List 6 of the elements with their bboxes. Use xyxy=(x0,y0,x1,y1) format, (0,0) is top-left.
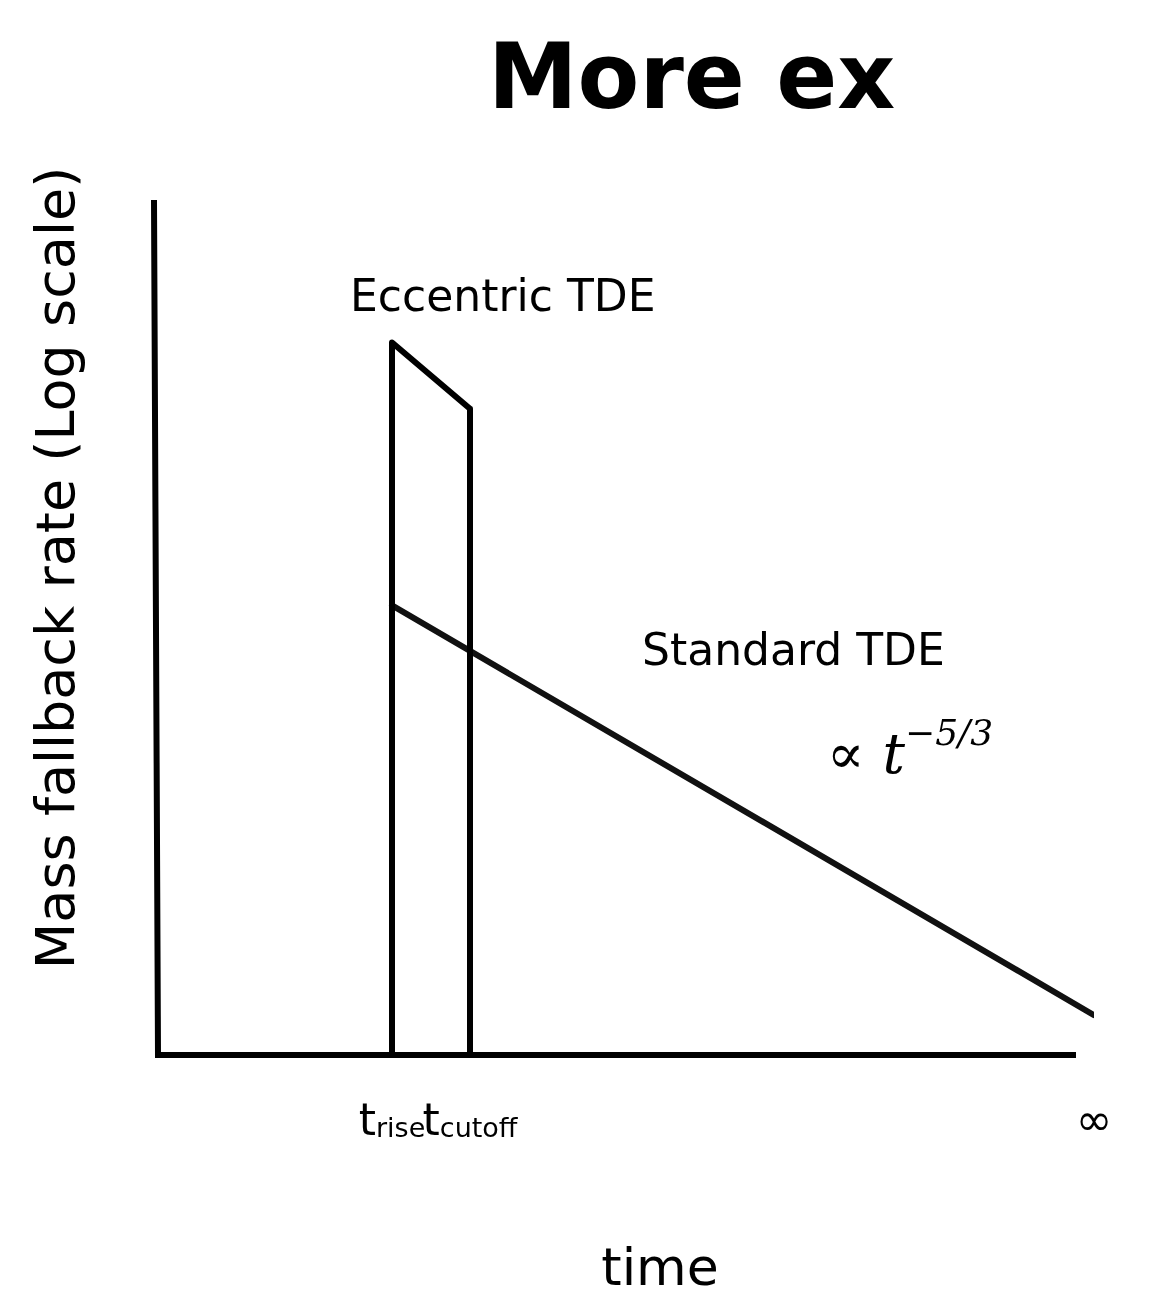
chart-title: More ex xyxy=(488,24,896,129)
series-label: Eccentric TDE xyxy=(350,269,656,321)
series-label: Standard TDE xyxy=(642,624,945,676)
y-axis-title: Mass fallback rate (Log scale) xyxy=(24,166,88,970)
x-tick-label: ∞ xyxy=(1075,1094,1113,1145)
x-axis-title: time xyxy=(601,1237,719,1297)
